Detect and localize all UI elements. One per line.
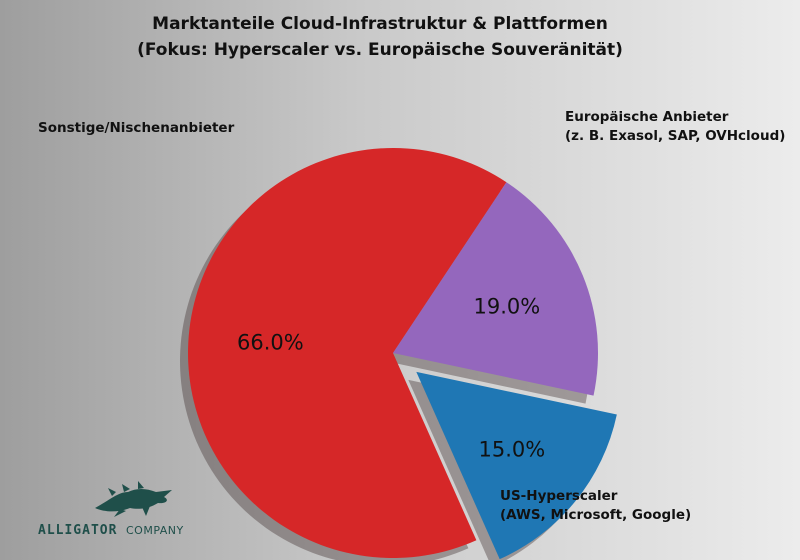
pie-slice-0 xyxy=(188,147,507,558)
chart-subtitle: (Fokus: Hyperscaler vs. Europäische Souv… xyxy=(137,40,623,60)
percent-labels: 66.0% 19.0% 15.0% xyxy=(237,295,545,462)
slice-category-label-line: Europäische Anbieter xyxy=(565,109,729,125)
category-labels: US-Hyperscaler (AWS, Microsoft, Google) So… xyxy=(38,109,785,523)
slice-percent-label-0: 66.0% xyxy=(237,331,304,355)
logo-sub-text: COMPANY xyxy=(126,524,184,537)
pie-slices xyxy=(188,147,617,560)
pie-slice-2 xyxy=(416,371,617,560)
alligator-company-logo: ALLIGATOR COMPANY xyxy=(38,481,184,538)
slice-category-label-0: US-Hyperscaler (AWS, Microsoft, Google) xyxy=(500,488,691,523)
slice-category-label-1: Sonstige/Nischenanbieter xyxy=(38,120,235,136)
slice-category-label-2: Europäische Anbieter (z. B. Exasol, SAP, … xyxy=(565,109,785,144)
pie-slice-1 xyxy=(393,182,599,396)
logo-main-text: ALLIGATOR xyxy=(38,523,117,538)
slice-percent-label-2: 15.0% xyxy=(479,437,546,461)
alligator-icon xyxy=(95,481,172,517)
slice-percent-label-1: 19.0% xyxy=(474,295,541,319)
slice-category-label-line: Sonstige/Nischenanbieter xyxy=(38,120,235,136)
chart-title: Marktanteile Cloud-Infrastruktur & Platt… xyxy=(152,14,608,34)
slice-category-label-line: (AWS, Microsoft, Google) xyxy=(500,507,691,523)
slice-category-label-line: (z. B. Exasol, SAP, OVHcloud) xyxy=(565,128,785,144)
slice-category-label-line: US-Hyperscaler xyxy=(500,488,618,504)
